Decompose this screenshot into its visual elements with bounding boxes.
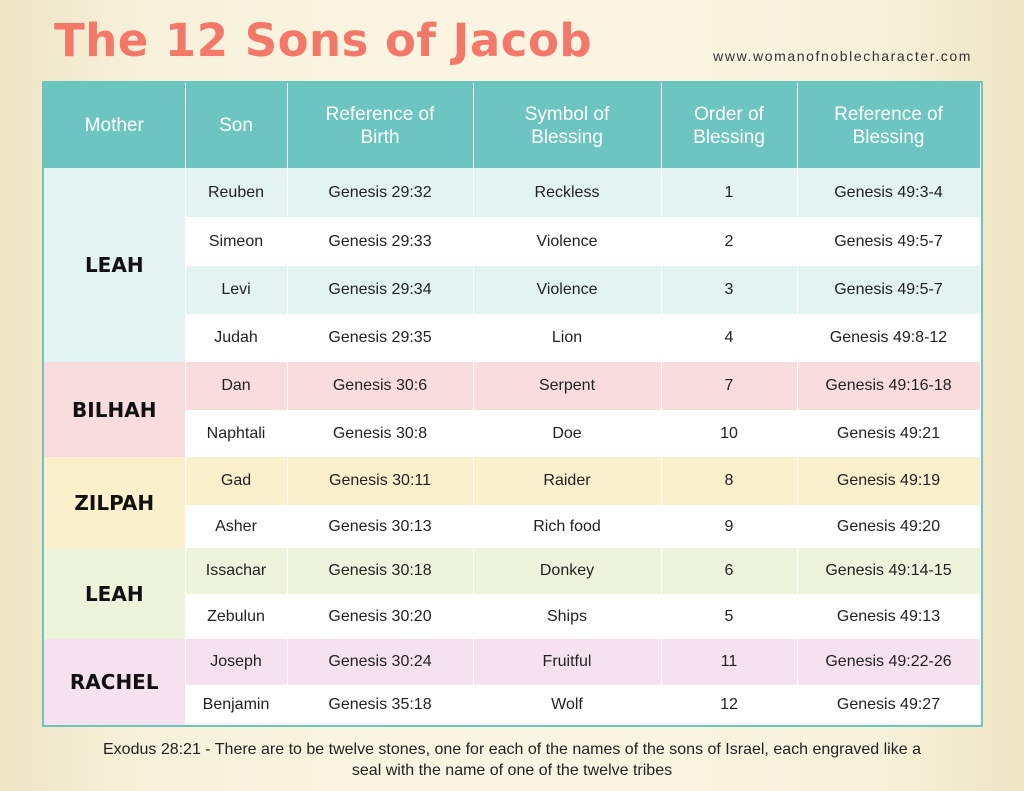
table-cell: 5 (661, 594, 798, 639)
table-row: ZILPAH Gad Genesis 30:11 Raider 8 Genesis 49:… (44, 457, 981, 548)
table-cell: Genesis 30:11 (287, 457, 474, 505)
table-cell: Asher (185, 505, 288, 548)
column-header: Reference of Birth (287, 83, 474, 168)
table-cell: Genesis 30:20 (287, 594, 474, 639)
table-cell: Genesis 30:13 (287, 505, 474, 548)
table-cell: Naphtali (185, 410, 288, 457)
table-cell: Genesis 30:24 (287, 639, 474, 685)
table-cell: Issachar (185, 548, 288, 594)
table-body: LEAH Reuben Genesis 29:32 Reckless 1 Genesis … (44, 168, 981, 725)
table-cell: 11 (661, 639, 798, 685)
table-cell: Zebulun (185, 594, 288, 639)
table-cell: 2 (661, 217, 798, 266)
table-row: BILHAH Dan Genesis 30:6 Serpent 7 Genesis 49:… (44, 362, 981, 457)
table-cell: Donkey (473, 548, 662, 594)
table-cell: 10 (661, 410, 798, 457)
table-cell: Genesis 49:21 (797, 410, 981, 457)
table-cell: Serpent (473, 362, 662, 410)
table-cell: Doe (473, 410, 662, 457)
table-row: Zebulun Genesis 30:20 Ships 5 Genesis 49:13 (44, 594, 981, 639)
header-text: Mother (84, 115, 144, 136)
table-cell: Genesis 49:3-4 (797, 168, 981, 217)
table-row: Benjamin Genesis 35:18 Wolf 12 Genesis 49:27 (44, 685, 981, 725)
column-header: Symbol of Blessing (473, 83, 662, 168)
table-cell: 12 (661, 685, 798, 725)
table-row: Levi Genesis 29:34 Violence 3 Genesis 49:5-7 (44, 266, 981, 314)
table-cell: Raider (473, 457, 662, 505)
table-cell: Genesis 29:33 (287, 217, 474, 266)
table-cell: Genesis 49:5-7 (797, 217, 981, 266)
column-header: Reference of Blessing (797, 83, 981, 168)
table-cell: Simeon (185, 217, 288, 266)
header-text: Son (219, 115, 253, 136)
table-cell: Genesis 35:18 (287, 685, 474, 725)
table-cell: Dan (185, 362, 288, 410)
table-cell: Genesis 49:19 (797, 457, 981, 505)
mother-cell: RACHEL (44, 639, 186, 725)
table-cell: Genesis 30:18 (287, 548, 474, 594)
table-cell: 8 (661, 457, 798, 505)
mother-cell: ZILPAH (44, 457, 186, 548)
table-cell: Judah (185, 314, 288, 362)
mother-cell: LEAH (44, 548, 186, 639)
table-cell: 9 (661, 505, 798, 548)
table-cell: 1 (661, 168, 798, 217)
table-cell: Genesis 49:16-18 (797, 362, 981, 410)
table-cell: 6 (661, 548, 798, 594)
table-cell: Genesis 49:8-12 (797, 314, 981, 362)
table-cell: Joseph (185, 639, 288, 685)
table-cell: Benjamin (185, 685, 288, 725)
table-cell: Genesis 49:13 (797, 594, 981, 639)
table-row: RACHEL Joseph Genesis 30:24 Fruitful 11 Genes… (44, 639, 981, 725)
table-cell: Violence (473, 217, 662, 266)
table-cell: Genesis 49:22-26 (797, 639, 981, 685)
table-cell: 7 (661, 362, 798, 410)
table-cell: Violence (473, 266, 662, 314)
header-row: Mother Son Reference of Birth Symbol of Ble… (44, 83, 981, 168)
table-cell: Genesis 29:34 (287, 266, 474, 314)
table-row: LEAH Issachar Genesis 30:18 Donkey 6 Genesis … (44, 548, 981, 639)
header-text: Reference of Birth (325, 103, 435, 148)
table-row: Asher Genesis 30:13 Rich food 9 Genesis 49:2… (44, 505, 981, 548)
sons-table: Mother Son Reference of Birth Symbol of Ble… (42, 81, 983, 727)
table-cell: Fruitful (473, 639, 662, 685)
table-cell: Genesis 49:27 (797, 685, 981, 725)
column-header: Son (185, 83, 288, 168)
table-cell: Genesis 29:32 (287, 168, 474, 217)
table-cell: Genesis 30:8 (287, 410, 474, 457)
table-cell: 4 (661, 314, 798, 362)
table-cell: Genesis 30:6 (287, 362, 474, 410)
table-cell: Wolf (473, 685, 662, 725)
table-row: Naphtali Genesis 30:8 Doe 10 Genesis 49:21 (44, 410, 981, 457)
header-text: Symbol of Blessing (524, 103, 610, 148)
table-cell: Genesis 29:35 (287, 314, 474, 362)
table-cell: 3 (661, 266, 798, 314)
table-cell: Levi (185, 266, 288, 314)
table-cell: Gad (185, 457, 288, 505)
table-row: Simeon Genesis 29:33 Violence 2 Genesis 49:5… (44, 217, 981, 266)
header-text: Reference of Blessing (834, 103, 943, 148)
table-cell: Ships (473, 594, 662, 639)
header-text: Order of Blessing (693, 103, 765, 148)
table-cell: Genesis 49:14-15 (797, 548, 981, 594)
table-row: LEAH Reuben Genesis 29:32 Reckless 1 Genesis … (44, 168, 981, 362)
mother-cell: LEAH (44, 168, 186, 362)
table-row: Judah Genesis 29:35 Lion 4 Genesis 49:8-12 (44, 314, 981, 362)
website: www.womanofnoblecharacter.com (713, 48, 972, 64)
table-cell: Lion (473, 314, 662, 362)
column-header: Mother (44, 83, 186, 168)
table-cell: Genesis 49:5-7 (797, 266, 981, 314)
table-cell: Rich food (473, 505, 662, 548)
column-header: Order of Blessing (661, 83, 798, 168)
title: The 12 Sons of Jacob (54, 14, 593, 67)
table-cell: Reckless (473, 168, 662, 217)
footer-quote: Exodus 28:21 - There are to be twelve st… (103, 741, 921, 779)
mother-cell: BILHAH (44, 362, 186, 457)
table-cell: Genesis 49:20 (797, 505, 981, 548)
table-cell: Reuben (185, 168, 288, 217)
